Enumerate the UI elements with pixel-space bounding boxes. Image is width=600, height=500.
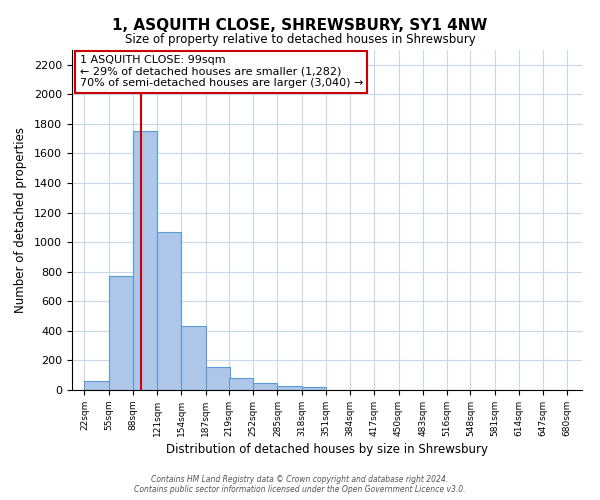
Bar xyxy=(229,378,253,390)
Bar xyxy=(277,386,302,390)
Y-axis label: Number of detached properties: Number of detached properties xyxy=(14,127,27,313)
Text: Size of property relative to detached houses in Shrewsbury: Size of property relative to detached ho… xyxy=(125,32,475,46)
Bar xyxy=(302,388,326,390)
X-axis label: Distribution of detached houses by size in Shrewsbury: Distribution of detached houses by size … xyxy=(166,443,488,456)
Bar xyxy=(253,384,277,390)
Text: 1, ASQUITH CLOSE, SHREWSBURY, SY1 4NW: 1, ASQUITH CLOSE, SHREWSBURY, SY1 4NW xyxy=(112,18,488,32)
Bar xyxy=(157,232,181,390)
Text: Contains HM Land Registry data © Crown copyright and database right 2024.
Contai: Contains HM Land Registry data © Crown c… xyxy=(134,474,466,494)
Bar xyxy=(206,367,230,390)
Bar xyxy=(109,276,133,390)
Bar xyxy=(181,326,206,390)
Bar xyxy=(133,132,157,390)
Bar xyxy=(85,381,109,390)
Text: 1 ASQUITH CLOSE: 99sqm
← 29% of detached houses are smaller (1,282)
70% of semi-: 1 ASQUITH CLOSE: 99sqm ← 29% of detached… xyxy=(80,55,363,88)
